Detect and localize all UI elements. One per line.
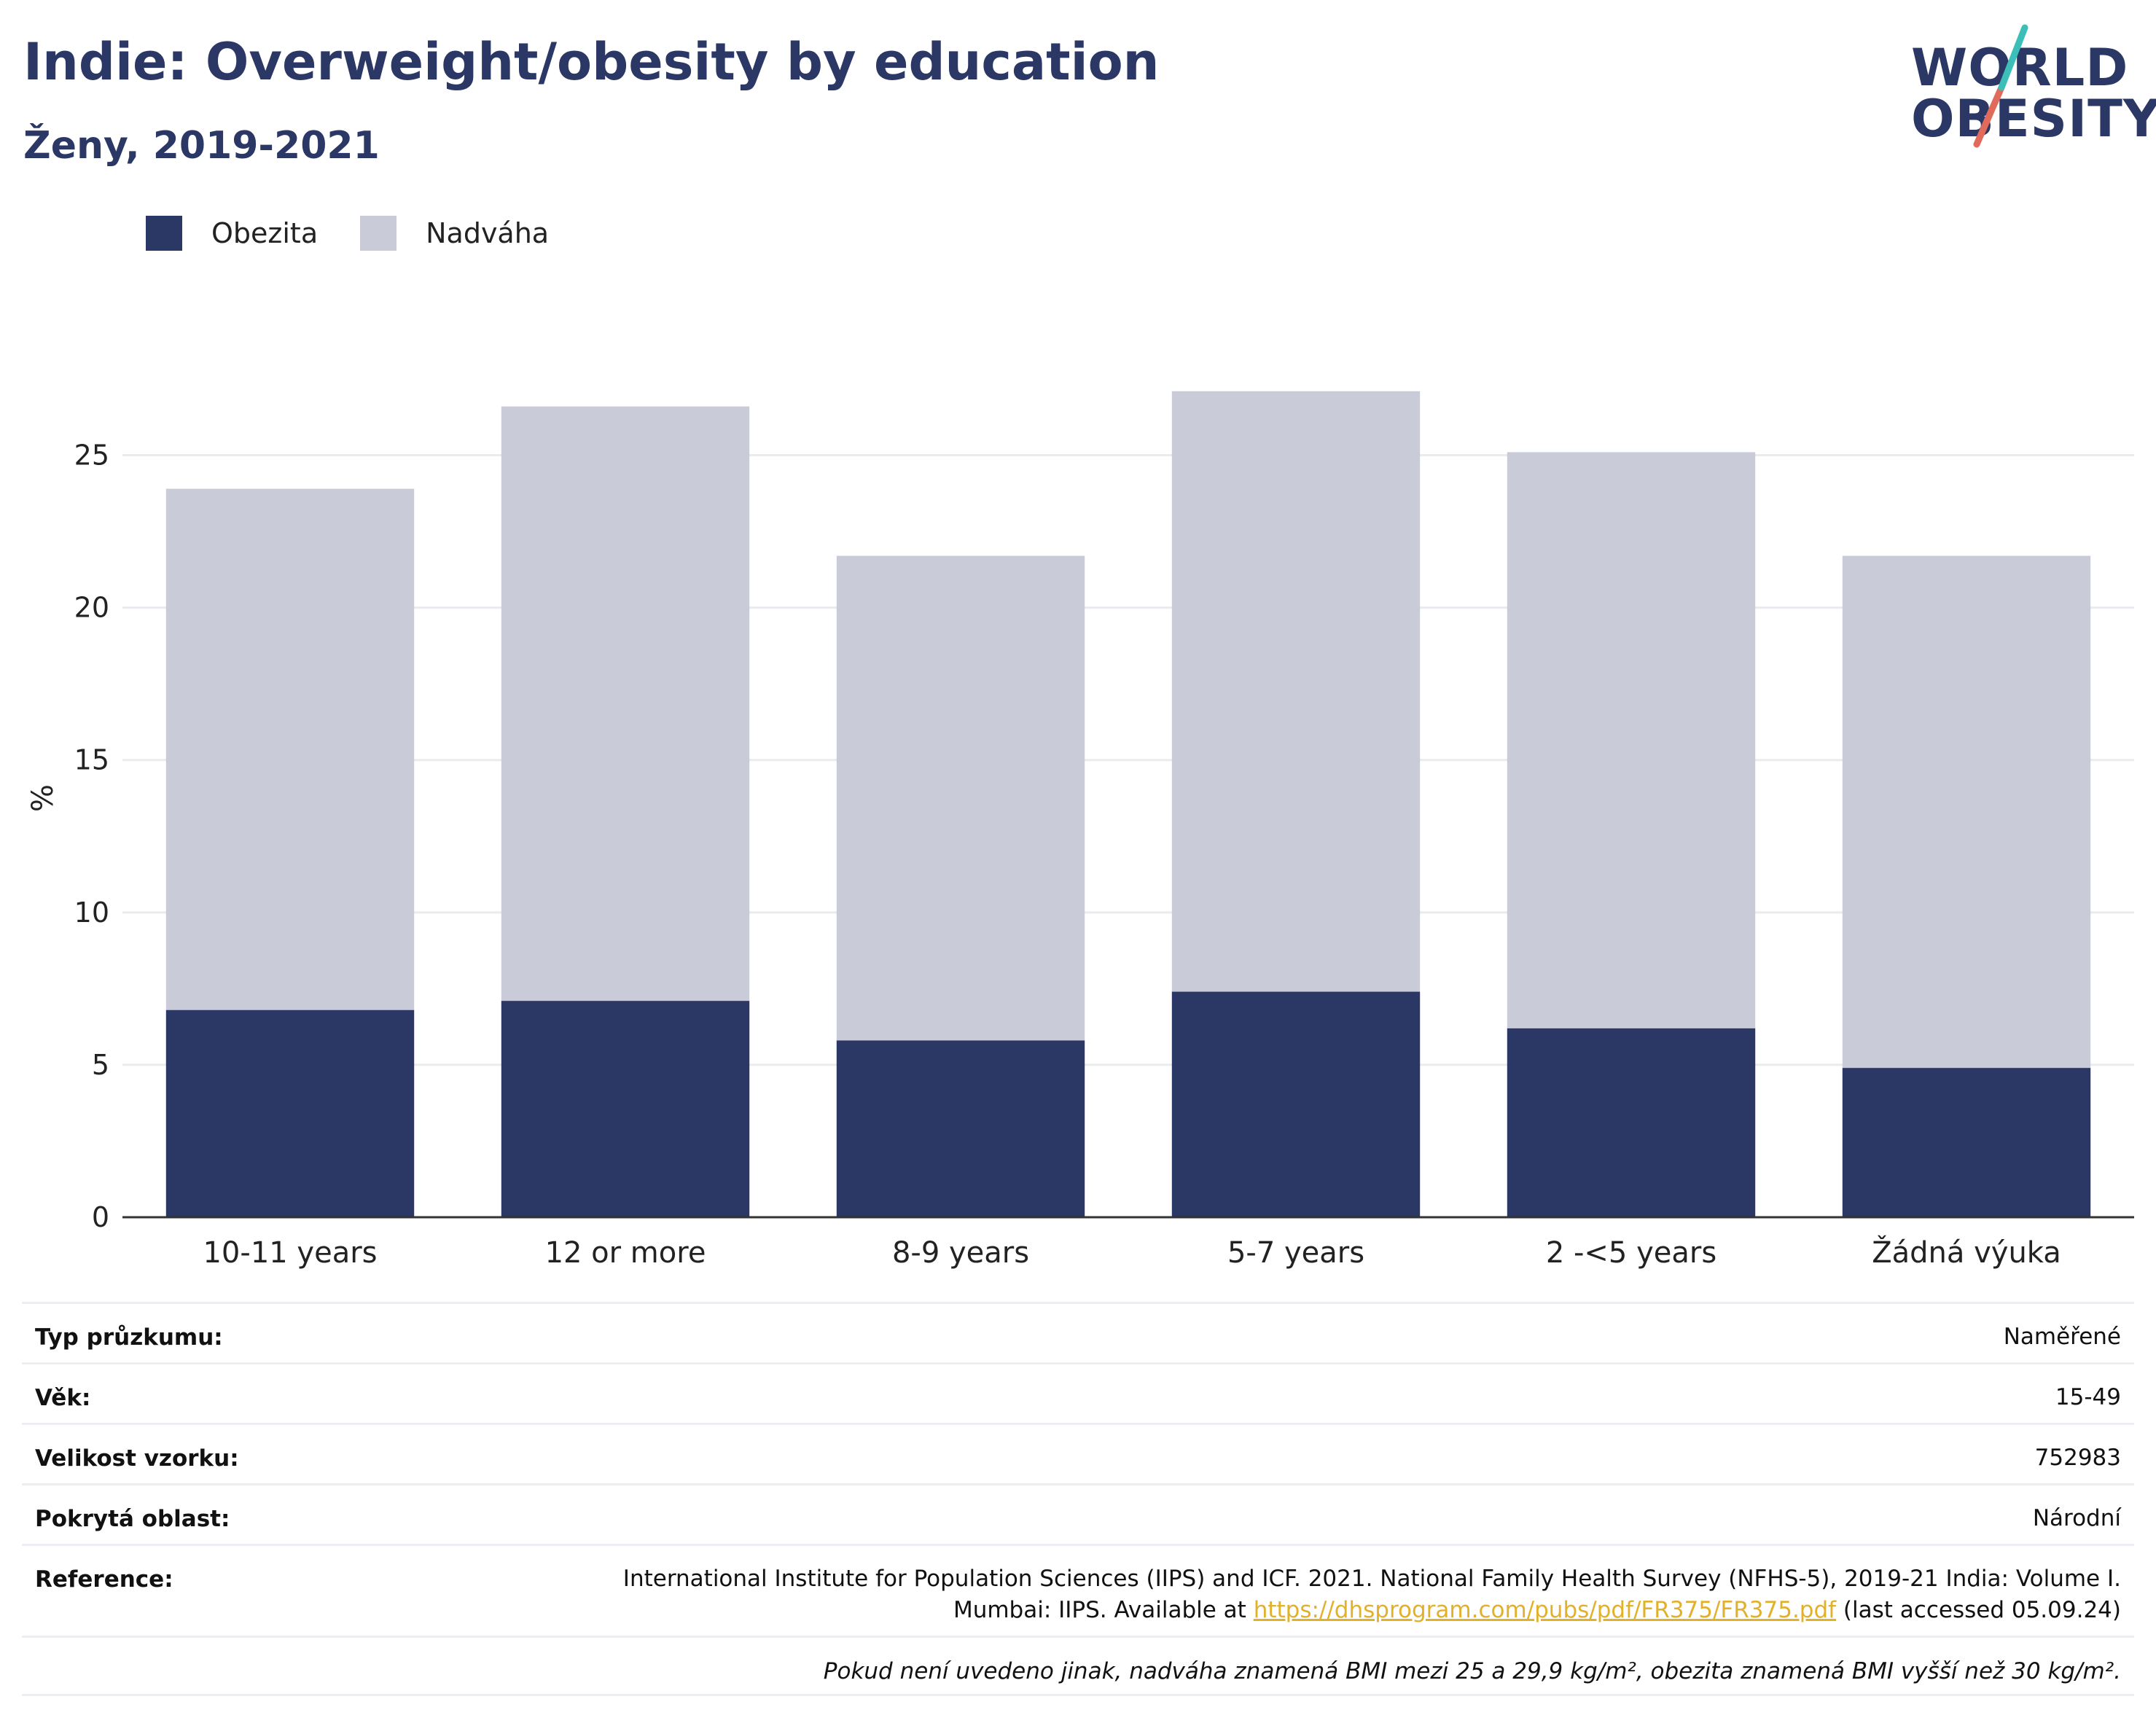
reference-line-1: International Institute for Population S…	[622, 1566, 2121, 1592]
legend-item-overweight[interactable]: Nadváha	[360, 216, 549, 251]
logo-slash-icon	[1973, 24, 2028, 148]
bar-obesity[interactable]	[1171, 991, 1421, 1217]
bar-overweight[interactable]	[836, 555, 1085, 1041]
reference-text: International Institute for Population S…	[623, 1563, 2121, 1626]
bar-obesity[interactable]	[836, 1040, 1085, 1217]
chart-title: Indie: Overweight/obesity by education	[23, 32, 1160, 92]
legend-swatch-obesity	[146, 216, 182, 251]
reference-link[interactable]: https://dhsprogram.com/pubs/pdf/FR375/FR…	[1253, 1597, 1837, 1623]
x-category-label: 10-11 years	[203, 1236, 377, 1270]
x-category-label: Žádná výuka	[1872, 1235, 2061, 1270]
logo-word-obesity: OBESITY	[1911, 89, 2156, 149]
info-key: Reference:	[35, 1566, 173, 1593]
bar-obesity[interactable]	[1507, 1028, 1756, 1217]
y-tick-label: 0	[92, 1201, 109, 1233]
bar-overweight[interactable]	[1507, 452, 1756, 1028]
info-key: Pokrytá oblast:	[35, 1506, 230, 1532]
info-key: Velikost vzorku:	[35, 1445, 239, 1472]
chart-gridlines	[122, 454, 2134, 1066]
bar-obesity[interactable]	[165, 1009, 415, 1217]
legend-item-obesity[interactable]: Obezita	[146, 216, 318, 251]
chart-bars	[165, 391, 2091, 1217]
y-axis-ticks: 0 5 10 15 20 25	[74, 440, 109, 1233]
legend-label-obesity: Obezita	[211, 217, 319, 249]
bar-chart: 0 5 10 15 20 25 10-11 years 12 or more 8-9 year…	[26, 391, 2134, 1270]
info-row-coverage: Pokrytá oblast: Národní	[22, 1483, 2134, 1544]
bar-overweight[interactable]	[501, 406, 750, 1001]
bar-obesity[interactable]	[501, 1001, 750, 1217]
bar-overweight[interactable]	[1171, 391, 1421, 992]
y-axis-title: %	[26, 784, 60, 812]
world-obesity-logo: WORLD OBESITY	[1895, 20, 2156, 159]
chart-legend: Obezita Nadváha	[146, 216, 591, 251]
reference-line-2-suffix: (last accessed 05.09.24)	[1836, 1597, 2121, 1623]
y-tick-label: 10	[74, 897, 109, 929]
x-axis-labels: 10-11 years 12 or more 8-9 years 5-7 years 2…	[203, 1235, 2061, 1270]
info-value: Naměřené	[2003, 1324, 2121, 1350]
bar-overweight[interactable]	[165, 488, 415, 1010]
info-value: 15-49	[2055, 1384, 2121, 1410]
logo-word-world: WORLD	[1911, 38, 2129, 98]
x-category-label: 8-9 years	[892, 1236, 1029, 1270]
bar-overweight[interactable]	[1842, 555, 2091, 1069]
info-value: Národní	[2032, 1505, 2121, 1531]
legend-label-overweight: Nadváha	[426, 217, 550, 249]
info-key: Věk:	[35, 1385, 91, 1411]
info-row-age: Věk: 15-49	[22, 1362, 2134, 1423]
info-row-sample-size: Velikost vzorku: 752983	[22, 1423, 2134, 1483]
chart-subtitle: Ženy, 2019-2021	[23, 124, 380, 168]
info-table: Typ průzkumu: Naměřené Věk: 15-49 Veliko…	[22, 1302, 2134, 1696]
legend-swatch-overweight	[360, 216, 397, 251]
y-tick-label: 20	[74, 592, 109, 624]
reference-line-2-prefix: Mumbai: IIPS. Available at	[953, 1597, 1254, 1623]
footnote: Pokud není uvedeno jinak, nadváha znamen…	[823, 1658, 2121, 1684]
x-category-label: 2 -<5 years	[1546, 1236, 1716, 1270]
y-tick-label: 15	[74, 744, 109, 776]
x-category-label: 12 or more	[545, 1236, 706, 1270]
info-row-note: Pokud není uvedeno jinak, nadváha znamen…	[22, 1636, 2134, 1696]
info-key: Typ průzkumu:	[35, 1324, 223, 1351]
info-value: 752983	[2034, 1445, 2121, 1471]
x-category-label: 5-7 years	[1227, 1236, 1364, 1270]
y-tick-label: 5	[92, 1049, 109, 1081]
y-tick-label: 25	[74, 440, 109, 472]
info-row-survey-type: Typ průzkumu: Naměřené	[22, 1302, 2134, 1362]
bar-obesity[interactable]	[1842, 1068, 2091, 1217]
info-row-reference: Reference: International Institute for P…	[22, 1544, 2134, 1636]
